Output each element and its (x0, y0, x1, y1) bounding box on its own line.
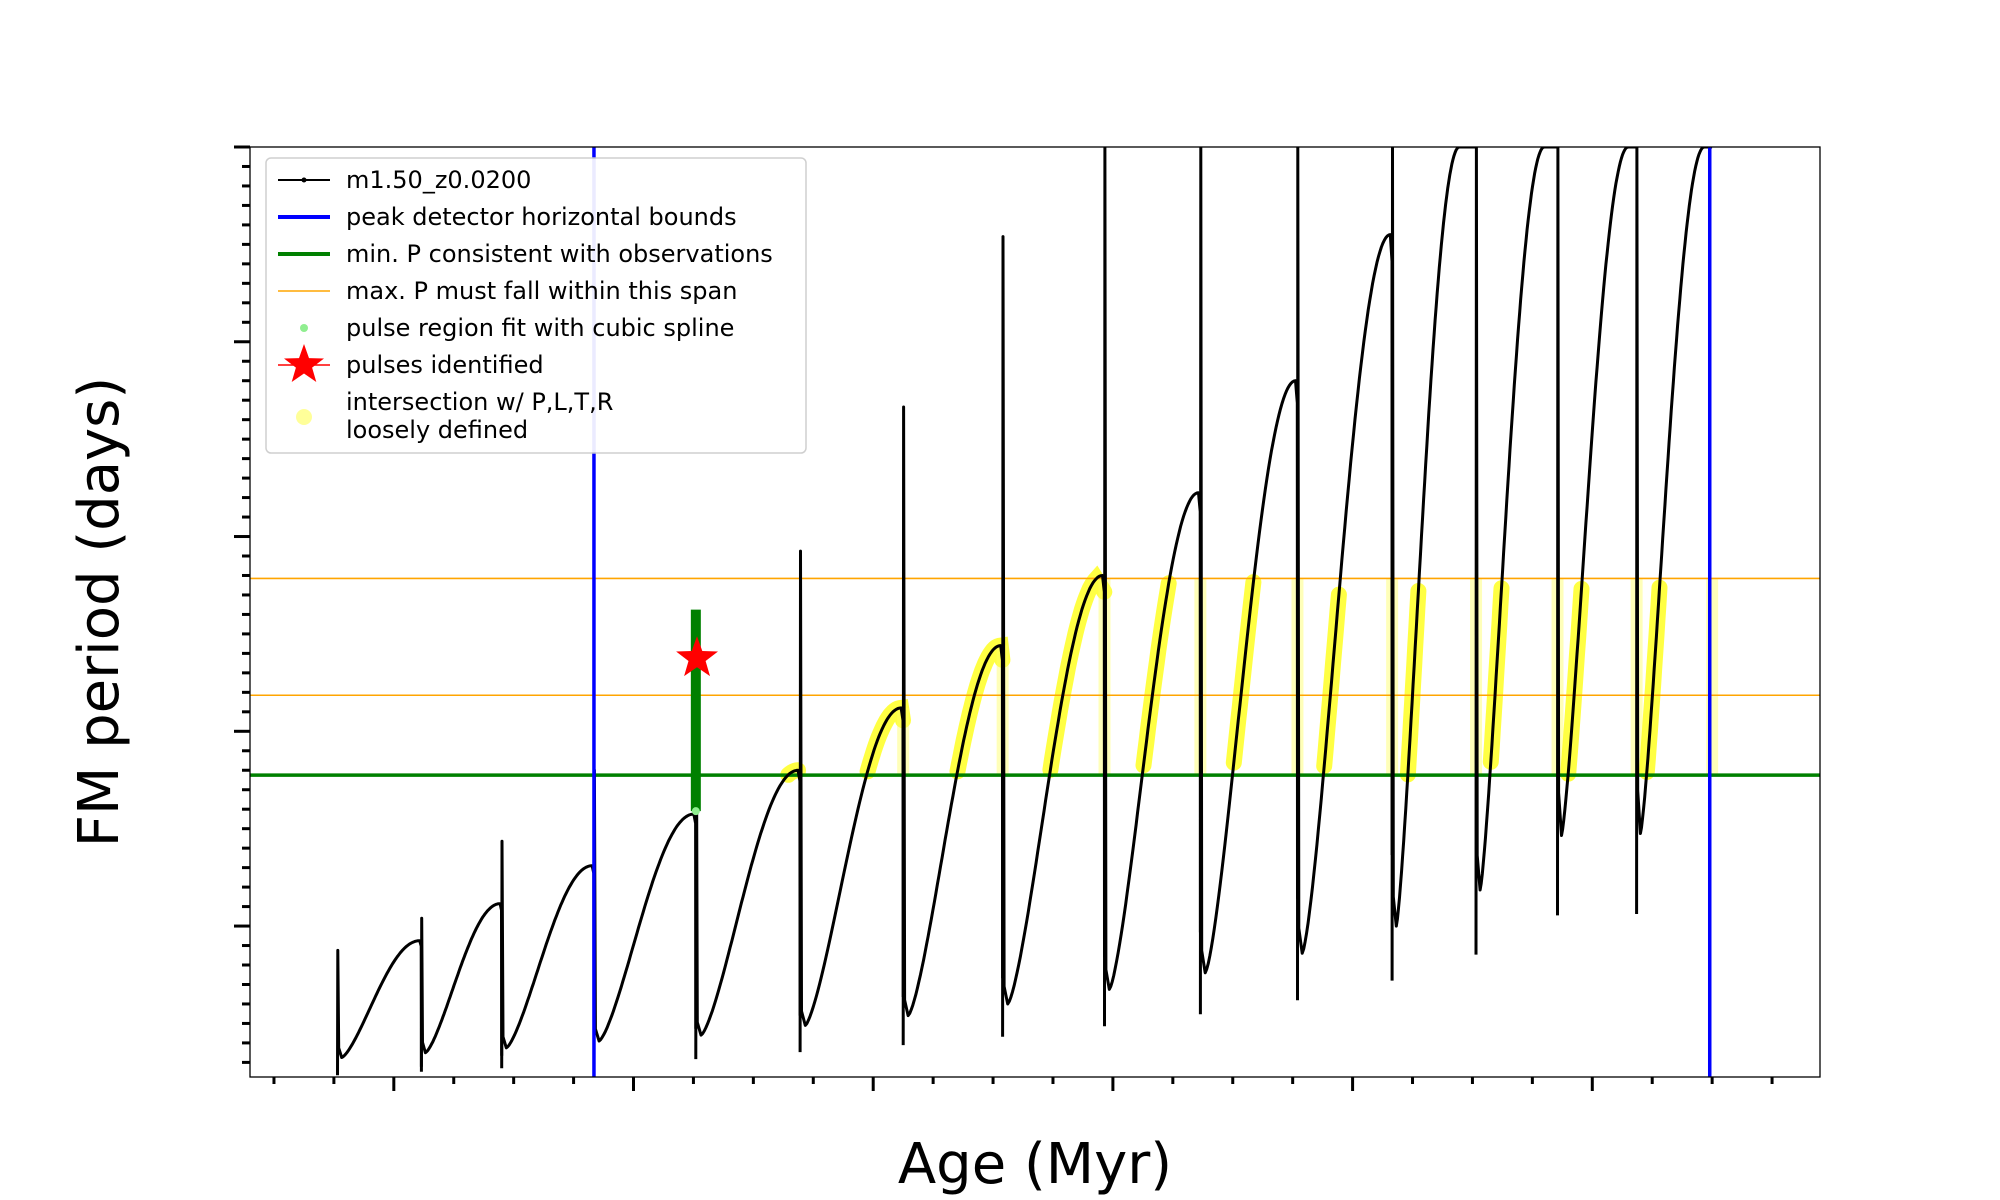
legend-label-3: min. P consistent with observations (346, 240, 773, 268)
legend-handle-star (284, 344, 324, 382)
period-curve-cycle-8 (1001, 235, 1106, 1037)
legend-label-line: peak detector horizontal bounds (346, 203, 737, 231)
legend-label-1: m1.50_z0.0200 (346, 166, 531, 194)
pulse-region-fit-end-dot (691, 807, 700, 816)
legend-label-4: max. P must fall within this span (346, 277, 737, 305)
legend-label-6: pulses identified (346, 351, 544, 379)
legend-handle-dot (300, 324, 308, 332)
period-curve-cycle-7 (901, 405, 1005, 1046)
legend-label-5: pulse region fit with cubic spline (346, 314, 734, 342)
legend-label-line: pulse region fit with cubic spline (346, 314, 734, 342)
pulse-identified-star-1 (676, 636, 718, 677)
period-curve-cycle-15 (1635, 147, 1713, 915)
legend-label-line: min. P consistent with observations (346, 240, 773, 268)
period-curve-cycle-1 (336, 939, 423, 1076)
legend-label-2: peak detector horizontal bounds (346, 203, 737, 231)
legend-label-line: m1.50_z0.0200 (346, 166, 531, 194)
period-curve-cycle-11 (1296, 147, 1394, 1001)
y-axis-label: FM period (days) (67, 377, 132, 847)
period-curve-cycle-2 (419, 902, 504, 1072)
legend-handle-dot (296, 409, 312, 425)
legend-label-line: intersection w/ P,L,T,R (346, 388, 613, 416)
plot-area (250, 147, 1820, 1077)
period-curve-cycle-6 (798, 549, 905, 1053)
legend-label-7: intersection w/ P,L,T,R loosely defined (346, 388, 613, 444)
x-axis-label: Age (Myr) (898, 1132, 1172, 1197)
period-curve-cycle-4 (592, 768, 698, 1064)
legend-label-line: max. P must fall within this span (346, 277, 737, 305)
period-curve-cycle-12 (1390, 147, 1476, 981)
period-curve-cycle-3 (500, 839, 596, 1069)
axes (234, 145, 1774, 1091)
period-curve-cycle-13 (1474, 147, 1558, 955)
legend-handle-marker (301, 177, 307, 183)
legend-label-line: loosely defined (346, 416, 528, 444)
legend-label-line: pulses identified (346, 351, 544, 379)
period-curve-cycle-5 (694, 642, 802, 1060)
period-curve-cycle-14 (1556, 147, 1637, 916)
period-curve-cycle-9 (1103, 147, 1202, 1027)
plot-frame (249, 146, 1821, 1078)
legend-box (265, 157, 807, 454)
period-curve-cycle-10 (1198, 147, 1299, 1015)
